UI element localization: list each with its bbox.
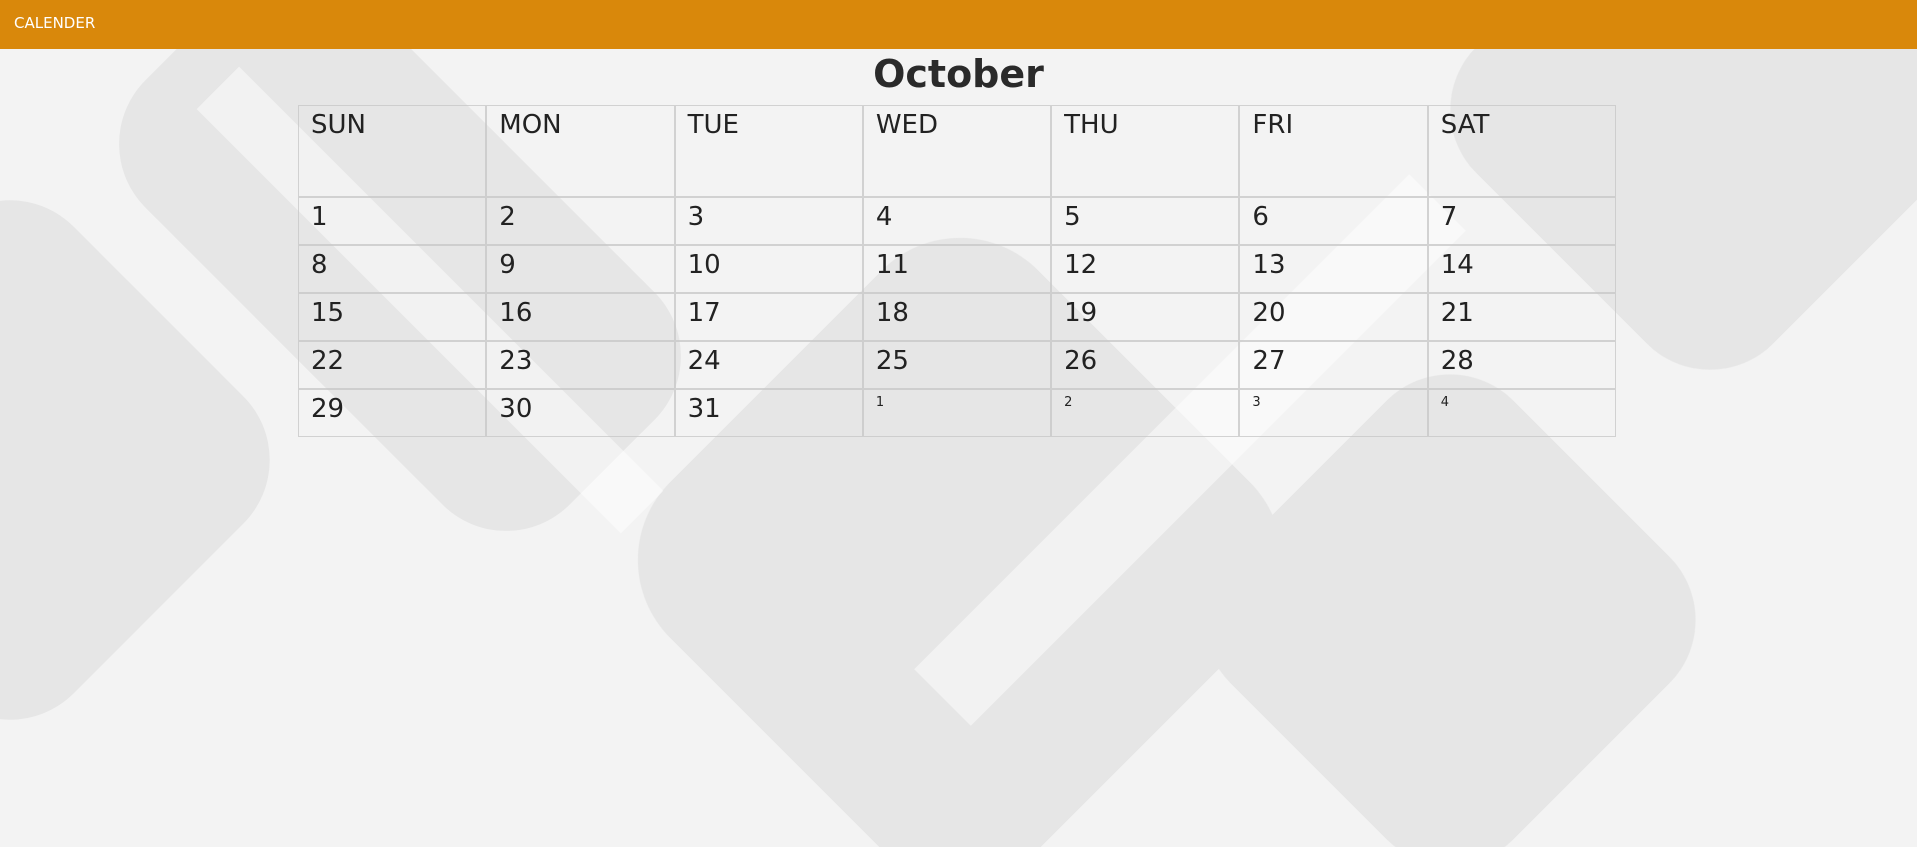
- next-month-day: 3: [1252, 395, 1261, 410]
- day-number: 26: [1064, 346, 1098, 376]
- cell: 15: [298, 293, 487, 341]
- weekday-label: SUN: [311, 110, 366, 140]
- day-number: 9: [499, 250, 516, 280]
- weekday-label: FRI: [1252, 110, 1294, 140]
- cell: TUE: [674, 105, 863, 197]
- day-number: 21: [1440, 298, 1474, 328]
- next-month-day: 2: [1064, 395, 1073, 410]
- cell: MON: [486, 105, 675, 197]
- cell: 30: [486, 389, 675, 437]
- day-number: 6: [1252, 202, 1269, 232]
- day-number: 27: [1252, 346, 1286, 376]
- cell: THU: [1051, 105, 1240, 197]
- cell: 2: [1051, 389, 1240, 437]
- day-number: 3: [687, 202, 705, 232]
- cell: 4: [862, 197, 1052, 245]
- cell: 8: [298, 245, 487, 293]
- day-number: 23: [499, 346, 533, 376]
- day-number: 29: [311, 394, 345, 424]
- day-number: 31: [687, 394, 721, 424]
- cell: 16: [486, 293, 675, 341]
- day-number: 14: [1440, 250, 1474, 280]
- cell: 1: [862, 389, 1052, 437]
- month-title: October: [873, 52, 1044, 96]
- day-number: 2: [499, 202, 516, 232]
- next-month-day: 1: [875, 395, 885, 410]
- cell: 6: [1239, 197, 1428, 245]
- day-number: 20: [1252, 298, 1286, 328]
- day-number: 13: [1252, 250, 1286, 280]
- cell: 1: [298, 197, 487, 245]
- weekday-label: THU: [1064, 110, 1119, 140]
- day-number: 11: [875, 250, 909, 280]
- cell: SAT: [1427, 105, 1616, 197]
- day-number: 5: [1064, 202, 1081, 232]
- cell: 3: [1239, 389, 1428, 437]
- cell: 5: [1051, 197, 1240, 245]
- cell: WED: [862, 105, 1052, 197]
- day-number: 17: [687, 298, 721, 328]
- cell: 11: [862, 245, 1052, 293]
- cell: 28: [1427, 341, 1616, 389]
- weekday-label: SAT: [1440, 110, 1490, 140]
- cell: 23: [486, 341, 675, 389]
- cell: 17: [674, 293, 863, 341]
- day-number: 8: [311, 250, 328, 280]
- cell: 26: [1051, 341, 1240, 389]
- day-number: 28: [1440, 346, 1474, 376]
- day-number: 4: [875, 202, 893, 232]
- cell: 31: [674, 389, 863, 437]
- day-number: 25: [875, 346, 909, 376]
- cell: 10: [674, 245, 863, 293]
- cell: 12: [1051, 245, 1240, 293]
- cell: 4: [1427, 389, 1616, 437]
- day-number: 10: [687, 250, 721, 280]
- cell: 18: [862, 293, 1052, 341]
- cell: SUN: [298, 105, 487, 197]
- cell: 13: [1239, 245, 1428, 293]
- day-number: 7: [1440, 202, 1458, 232]
- weekday-label: TUE: [687, 110, 739, 140]
- weekday-label: MON: [499, 110, 562, 140]
- cell: 14: [1427, 245, 1616, 293]
- calendar-grid: SUN MON TUE WED THU FRI SAT 1 2 3 4 5 6 7 8 9 10 11 12 13 14…: [298, 105, 1616, 437]
- day-number: 24: [687, 346, 721, 376]
- app-title: CALENDER: [14, 14, 96, 32]
- day-number: 1: [311, 202, 328, 232]
- cell: 22: [298, 341, 487, 389]
- day-number: 15: [311, 298, 345, 328]
- cell: 21: [1427, 293, 1616, 341]
- next-month-day: 4: [1440, 395, 1449, 410]
- day-number: 18: [875, 298, 909, 328]
- day-number: 16: [499, 298, 533, 328]
- cell: 27: [1239, 341, 1428, 389]
- day-number: 12: [1064, 250, 1098, 280]
- cell: 2: [486, 197, 675, 245]
- day-number: 19: [1064, 298, 1098, 328]
- cell: 3: [674, 197, 863, 245]
- cell: 19: [1051, 293, 1240, 341]
- cell: 20: [1239, 293, 1428, 341]
- cell: 29: [298, 389, 487, 437]
- cell: 24: [674, 341, 863, 389]
- cell: 9: [486, 245, 675, 293]
- top-bar: CALENDER: [0, 0, 1917, 49]
- cell: FRI: [1239, 105, 1428, 197]
- cell: 25: [862, 341, 1052, 389]
- day-number: 22: [311, 346, 345, 376]
- weekday-label: WED: [875, 110, 938, 140]
- day-number: 30: [499, 394, 533, 424]
- cell: 7: [1427, 197, 1616, 245]
